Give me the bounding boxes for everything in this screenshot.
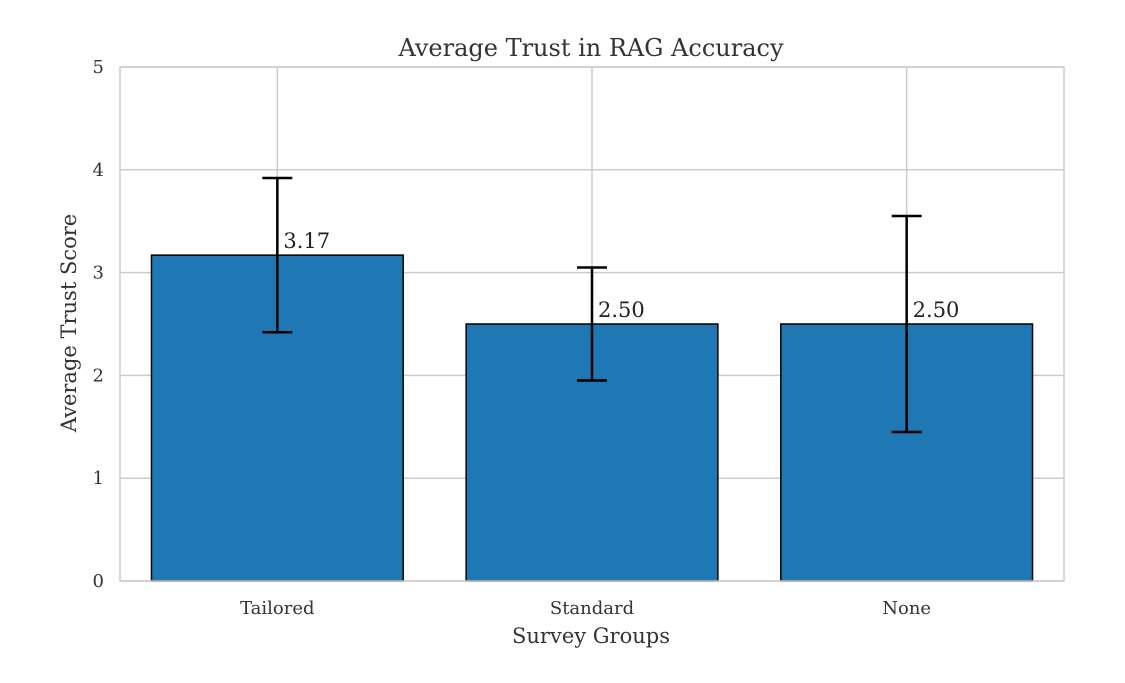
data-label: 2.50 (913, 298, 960, 322)
y-tick-label: 4 (93, 160, 104, 181)
y-tick-label: 0 (93, 571, 104, 592)
y-tick-label: 1 (93, 468, 104, 489)
y-tick-label: 2 (93, 365, 104, 386)
y-tick-labels: 0 1 2 3 4 5 (93, 57, 104, 592)
x-tick-label: Standard (550, 598, 634, 619)
chart-title: Average Trust in RAG Accuracy (397, 34, 783, 62)
x-tick-label: Tailored (240, 598, 314, 619)
y-axis-label: Average Trust Score (57, 214, 81, 433)
y-tick-label: 3 (93, 263, 104, 284)
plot-frame (119, 66, 1065, 582)
data-labels: 3.17 2.50 2.50 (283, 229, 959, 322)
data-label: 3.17 (283, 229, 330, 253)
data-label: 2.50 (598, 298, 645, 322)
x-tick-labels: Tailored Standard None (240, 598, 931, 619)
y-tick-label: 5 (93, 57, 104, 78)
error-bars (262, 176, 922, 434)
x-axis-label: Survey Groups (512, 624, 670, 648)
x-tick-label: None (882, 598, 931, 619)
